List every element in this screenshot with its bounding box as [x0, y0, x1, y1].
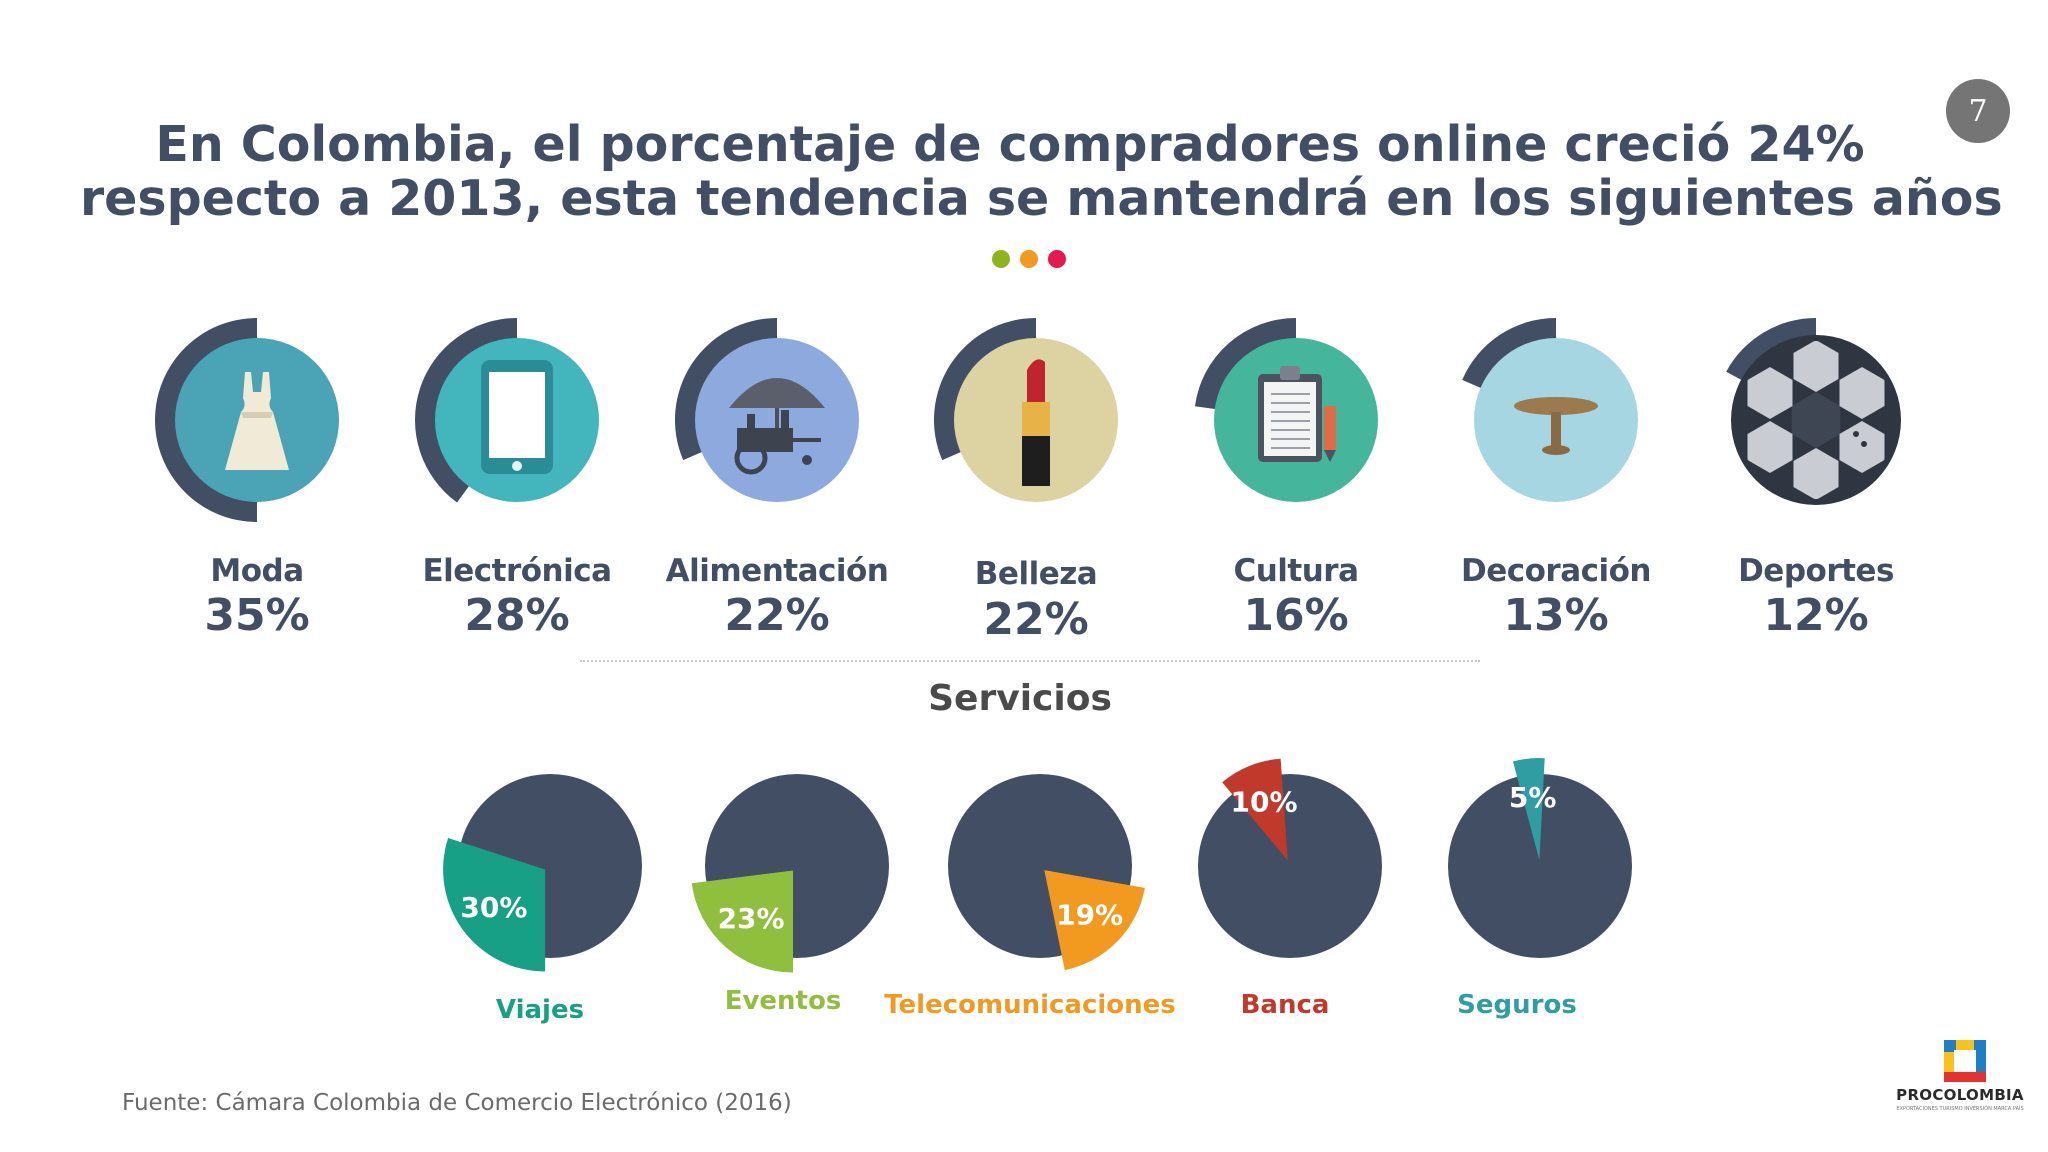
lipstick-icon [1022, 359, 1050, 486]
category-label: Decoración [1460, 553, 1652, 589]
category-arc [933, 317, 1036, 461]
section-divider [580, 660, 1480, 662]
dot-green [992, 250, 1010, 268]
pie-base [1448, 774, 1632, 958]
category-label: Belleza [974, 556, 1098, 592]
dot-orange [1020, 250, 1038, 268]
pie-slice [691, 870, 794, 973]
pie-slice [1222, 758, 1288, 861]
service-label: Seguros [1457, 990, 1577, 1020]
services-title: Servicios [928, 678, 1112, 719]
category-label: Moda [210, 553, 304, 589]
category-arc [155, 318, 257, 522]
table-icon [1514, 397, 1598, 455]
pie-value-label: 23% [718, 902, 785, 935]
category-cultura [1194, 317, 1378, 502]
title-line-2: respecto a 2013, esta tendencia se mante… [80, 170, 2003, 227]
category-moda [155, 318, 339, 522]
logo-mark-icon [1944, 1040, 1986, 1082]
logo-name: PROCOLOMBIA [1896, 1086, 2024, 1104]
pie-value-label: 19% [1056, 898, 1123, 931]
pie-value-label: 30% [460, 891, 527, 924]
dot-red [1048, 250, 1066, 268]
pie-value-label: 5% [1509, 781, 1557, 814]
category-value: 13% [1503, 590, 1609, 641]
procolombia-logo: PROCOLOMBIA EXPORTACIONES TURISMO INVERS… [1890, 1038, 2030, 1118]
category-label: Electrónica [422, 553, 612, 589]
category-arc [414, 318, 517, 503]
service-label: Banca [1240, 990, 1330, 1020]
service-pie-eventos: 23% [691, 774, 889, 973]
dress-icon [225, 372, 289, 470]
pie-value-label: 10% [1230, 786, 1297, 819]
pie-slice [1513, 758, 1545, 861]
pie-slice [443, 838, 546, 972]
category-arc [674, 317, 777, 461]
service-pie-telecomunicaciones: 19% [948, 774, 1145, 971]
service-pie-banca: 10% [1198, 758, 1382, 958]
category-value: 22% [724, 590, 830, 641]
category-alimentación [674, 317, 859, 502]
service-label: Eventos [724, 986, 842, 1016]
category-value: 35% [204, 590, 310, 641]
category-label: Alimentación [665, 553, 889, 589]
logo-tagline: EXPORTACIONES TURISMO INVERSIÓN MARCA PA… [1896, 1106, 2024, 1112]
pie-slice [1044, 870, 1145, 971]
service-label: Telecomunicaciones [884, 990, 1176, 1020]
category-label: Deportes [1738, 553, 1894, 589]
category-value: 16% [1243, 590, 1349, 641]
slide-title: En Colombia, el porcentaje de compradore… [80, 116, 2003, 227]
soccer-ball-icon [1731, 335, 1901, 505]
category-value: 12% [1763, 590, 1869, 641]
source-note: Fuente: Cámara Colombia de Comercio Elec… [122, 1090, 792, 1116]
category-deportes [1726, 318, 1901, 505]
category-label: Cultura [1233, 553, 1359, 589]
clipboard-icon [1258, 366, 1336, 462]
category-value: 22% [983, 594, 1089, 645]
category-value: 28% [464, 590, 570, 641]
decorative-dots [992, 250, 1072, 270]
pie-base [1198, 774, 1382, 958]
service-label: Viajes [495, 995, 585, 1025]
tablet-icon [481, 360, 553, 474]
service-pie-seguros: 5% [1448, 758, 1632, 958]
category-belleza [933, 317, 1118, 502]
category-decoración [1462, 318, 1638, 502]
food-cart-icon [729, 378, 825, 475]
title-line-1: En Colombia, el porcentaje de compradore… [155, 116, 1865, 173]
category-arc [1194, 317, 1296, 410]
category-electrónica [414, 318, 599, 503]
page-number-badge: 7 [1946, 79, 2010, 143]
service-pie-viajes: 30% [443, 774, 642, 972]
